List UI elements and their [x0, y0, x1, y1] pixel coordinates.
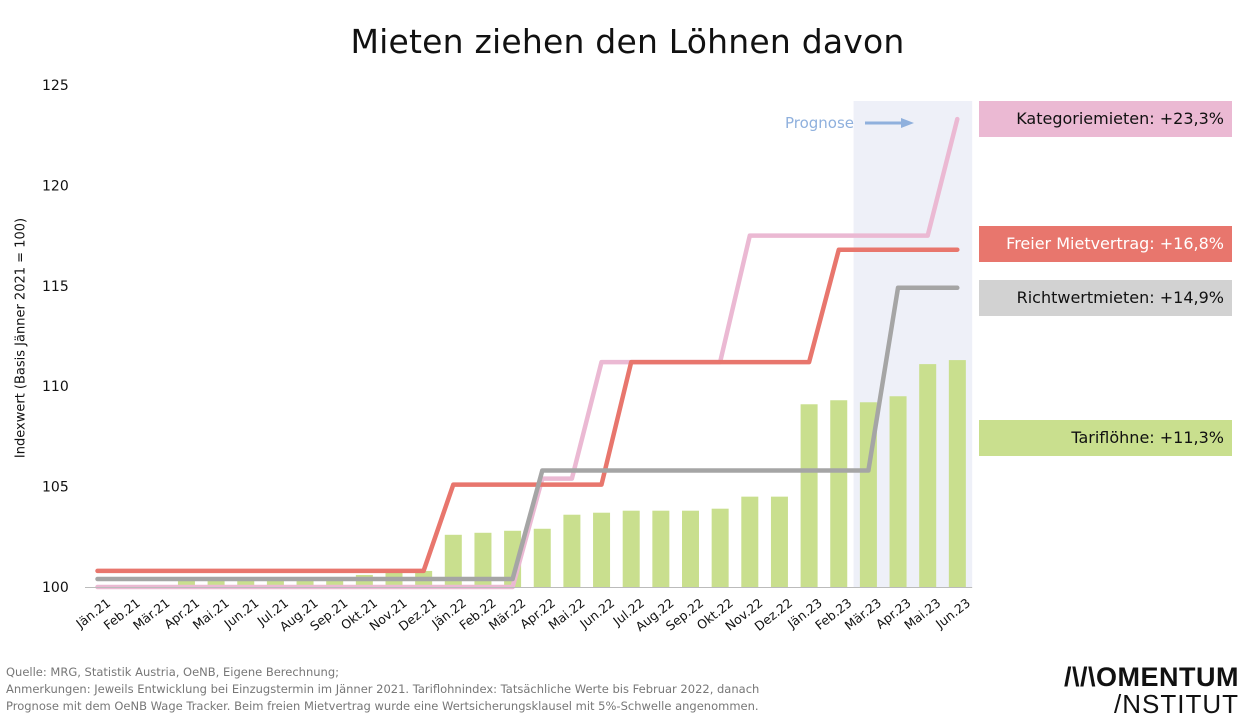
y-tick-label: 115 [42, 279, 69, 295]
bar-tarifloehne [237, 578, 255, 587]
y-tick-label: 110 [42, 379, 69, 395]
footer-notes-line-2: Prognose mit dem OeNB Wage Tracker. Beim… [6, 699, 759, 713]
callout-freier-mietvertrag: Freier Mietvertrag: +16,8% [979, 226, 1232, 262]
prognose-label: Prognose [785, 114, 854, 132]
footer-notes: Quelle: MRG, Statistik Austria, OeNB, Ei… [6, 664, 759, 715]
bar-tarifloehne [593, 512, 611, 587]
bar-tarifloehne [177, 578, 195, 587]
bar-tarifloehne [652, 510, 670, 587]
callout-kategoriemieten: Kategoriemieten: +23,3% [979, 101, 1232, 137]
bar-tarifloehne [326, 576, 344, 587]
footer-source: Quelle: MRG, Statistik Austria, OeNB, Ei… [6, 665, 340, 679]
callout-tarifloehne: Tariflöhne: +11,3% [979, 420, 1232, 456]
bar-tarifloehne [770, 496, 788, 587]
bar-tarifloehne [800, 404, 818, 587]
chart-title: Mieten ziehen den Löhnen davon [350, 22, 905, 61]
bar-tarifloehne [830, 400, 848, 587]
bar-tarifloehne [207, 578, 225, 587]
y-tick-label: 105 [42, 480, 69, 496]
line-freier-mietvertrag [95, 247, 960, 574]
y-axis-label-text: Indexwert (Basis Jänner 2021 = 100) [13, 217, 29, 459]
bar-tarifloehne [919, 364, 937, 587]
bar-tarifloehne [563, 514, 581, 587]
footer-notes-line-1: Anmerkungen: Jeweils Entwicklung bei Ein… [6, 682, 760, 696]
bar-tarifloehne [948, 360, 966, 587]
prognose-arrow-head [901, 118, 914, 128]
bar-tarifloehne [682, 510, 699, 587]
callout-richtwertmieten: Richtwertmieten: +14,9% [979, 280, 1232, 316]
bar-tarifloehne [889, 396, 907, 587]
bar-tarifloehne [296, 578, 314, 587]
bar-tarifloehne [711, 508, 729, 587]
y-tick-label: 125 [42, 78, 69, 94]
bar-tarifloehne [533, 528, 551, 587]
bar-tarifloehne [622, 510, 640, 587]
y-tick-label: 120 [42, 178, 69, 194]
bar-tarifloehne [474, 532, 492, 587]
line-richtwertmieten [95, 285, 960, 582]
momentum-institut-logo: /\/\OMENTUM /NSTITUT [1064, 664, 1239, 718]
y-tick-label: 100 [42, 580, 69, 596]
bar-tarifloehne [444, 534, 462, 587]
bar-tarifloehne [741, 496, 759, 587]
bar-tarifloehne [266, 578, 284, 587]
logo-line-1: /\/\OMENTUM [1064, 662, 1239, 692]
logo-line-2: /NSTITUT [1114, 689, 1239, 719]
